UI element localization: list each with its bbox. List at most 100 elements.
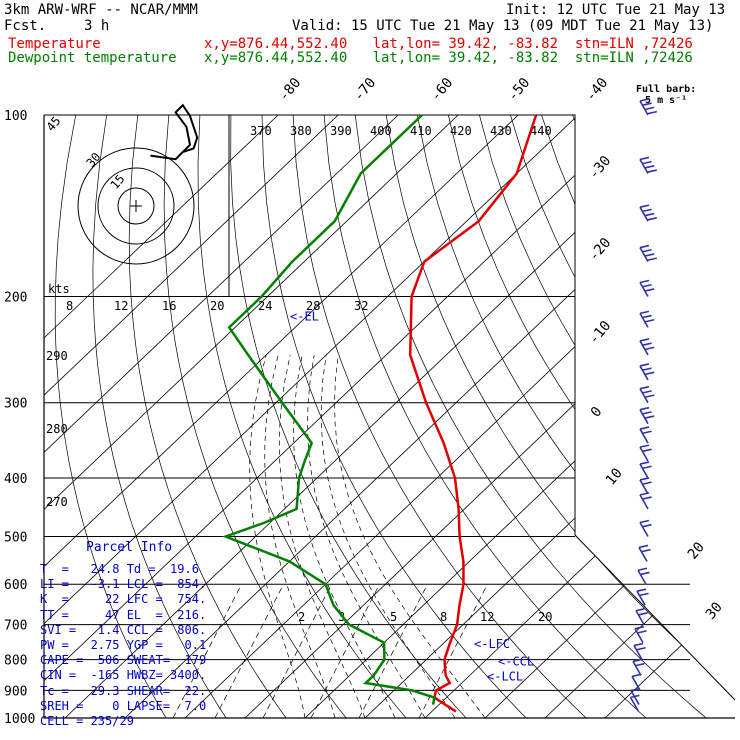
wind-barb-flag (639, 477, 650, 481)
mixing-ratio-line (262, 584, 332, 718)
hodograph-ring-label: 45 (44, 114, 64, 134)
wind-barb-flag (647, 169, 657, 173)
wind-barb-flag (642, 314, 652, 319)
wind-barb (639, 312, 649, 328)
wind-barb-flag (645, 415, 655, 419)
wind-barb (632, 661, 642, 676)
diagram-frame (43, 115, 735, 719)
pressure-tick-label: 400 (4, 472, 27, 487)
dry-adiabat-line (323, 115, 647, 718)
wind-barb-flag (642, 523, 652, 528)
dewpoint-profile-line (222, 114, 436, 705)
moist-adiabat-line (320, 354, 456, 718)
isotherm-line (604, 115, 735, 718)
moist-adiabat-line (264, 354, 336, 718)
theta-label: 440 (530, 124, 552, 138)
speed-tick-label: 24 (258, 299, 272, 313)
hodograph-ring (97, 167, 175, 245)
isotherm-label: -60 (428, 75, 457, 105)
mixing-ratio-label: 12 (480, 610, 494, 624)
dry-adiabat-line (603, 115, 735, 718)
wind-barb-flag (639, 385, 650, 390)
hodograph-ring (77, 147, 195, 265)
wind-barb-flag (639, 156, 650, 161)
wind-barb-flag (642, 430, 652, 435)
wind-barb-flag (642, 342, 652, 346)
wind-barb-flag (645, 371, 655, 376)
parcel-info-row: Tc = 29.3 SHEAR= 22. (40, 683, 207, 698)
wind-barb-flag (630, 687, 641, 692)
wind-barb-flag (632, 658, 643, 663)
wind-barb-flag (645, 346, 655, 351)
dry-adiabat-line (354, 115, 707, 718)
moist-adiabat-line (334, 354, 486, 718)
wind-barb (639, 409, 649, 425)
wind-barb-flag (639, 363, 650, 367)
wind-barb-flag (642, 465, 652, 470)
diagram-frame-edge (44, 114, 736, 701)
wind-barb-flag (642, 448, 652, 453)
parcel-info-row: PW = 2.75 YGP = 0.1 (40, 638, 207, 653)
mixing-ratio-line (418, 584, 488, 718)
hodograph-ring-label: 15 (108, 172, 128, 192)
wind-barb-flag (640, 571, 650, 576)
barb-legend: Full barb: 5 m s⁻¹ (636, 84, 696, 106)
wind-barb-flag (639, 406, 650, 411)
dry-adiabat-label: 270 (46, 495, 68, 509)
parcel-info-row: CELL = 235/29 (40, 714, 134, 729)
wind-barb (639, 479, 649, 495)
moist-adiabat-line (278, 354, 366, 718)
wind-barb (639, 206, 649, 222)
wind-barb (639, 282, 649, 297)
init-time: Init: 12 UTC Tue 21 May 13 (506, 2, 726, 18)
wind-barb-flag (647, 110, 657, 115)
isotherm-label: -50 (505, 75, 534, 105)
forecast-label: Fcst. (4, 18, 47, 34)
temperature-profile-line (408, 114, 538, 713)
parcel-info-table: T = 24.8 Td = 19.6 LI = -3.1 LCL = 854. K … (40, 562, 206, 729)
wind-barb-flag (631, 673, 642, 678)
dry-adiabat-line (510, 115, 735, 718)
speed-tick-label: 16 (162, 299, 176, 313)
wind-barb-flag (638, 612, 648, 616)
hodograph-ring-label: 30 (84, 150, 104, 170)
wind-barb (639, 522, 649, 537)
level-marker-label: <-CCL (498, 655, 534, 669)
isotherm-label: -70 (351, 75, 380, 105)
wind-barb-flag (639, 244, 650, 249)
isotherm-label: -80 (276, 75, 305, 105)
speed-tick-label: 20 (210, 299, 224, 313)
speed-tick-label: 12 (114, 299, 128, 313)
hodograph-unit-label: kts (48, 282, 70, 296)
parcel-info-row: K = 22 LFC = 754. (40, 592, 207, 607)
dewpoint-legend-location: x,y=876.44,552.40 lat,lon= 39.42, -83.82… (204, 50, 693, 66)
pressure-tick-label: 900 (4, 684, 27, 699)
isotherm-line (44, 115, 339, 718)
wind-barb-flag (645, 288, 655, 292)
parcel-info-row: LI = -3.1 LCL = 854. (40, 577, 207, 592)
parcel-info-row: CAPE = 506 SWEAT= 179 (40, 653, 207, 668)
parcel-info-row: T = 24.8 Td = 19.6 (40, 562, 199, 576)
mixing-ratio-line (310, 584, 380, 718)
isotherm-label: 0 (588, 404, 606, 421)
dry-adiabat-line (385, 115, 735, 718)
isotherm-line (44, 115, 519, 718)
mixing-ratio-label: 20 (538, 610, 552, 624)
parcel-info-title: Parcel Info (86, 540, 173, 555)
theta-label: 390 (330, 124, 352, 138)
dry-adiabat-label: 280 (46, 422, 68, 436)
level-marker-label: <-EL (290, 310, 319, 324)
wind-barb-flag (639, 461, 650, 465)
wind-barb-flag (642, 390, 652, 394)
dry-adiabat-line (128, 115, 287, 718)
dry-adiabat-line (230, 115, 467, 718)
wind-barb-flag (635, 662, 645, 667)
model-title: 3km ARW-WRF -- NCAR/MMM (4, 2, 198, 18)
dry-adiabat-line (727, 115, 735, 718)
moist-adiabat-line (293, 354, 396, 718)
forecast-value: 3 h (84, 18, 110, 34)
isotherm-line (44, 115, 399, 718)
theta-label: 410 (410, 124, 432, 138)
theta-label: 370 (250, 124, 272, 138)
mixing-ratio-label: 2 (298, 610, 305, 624)
